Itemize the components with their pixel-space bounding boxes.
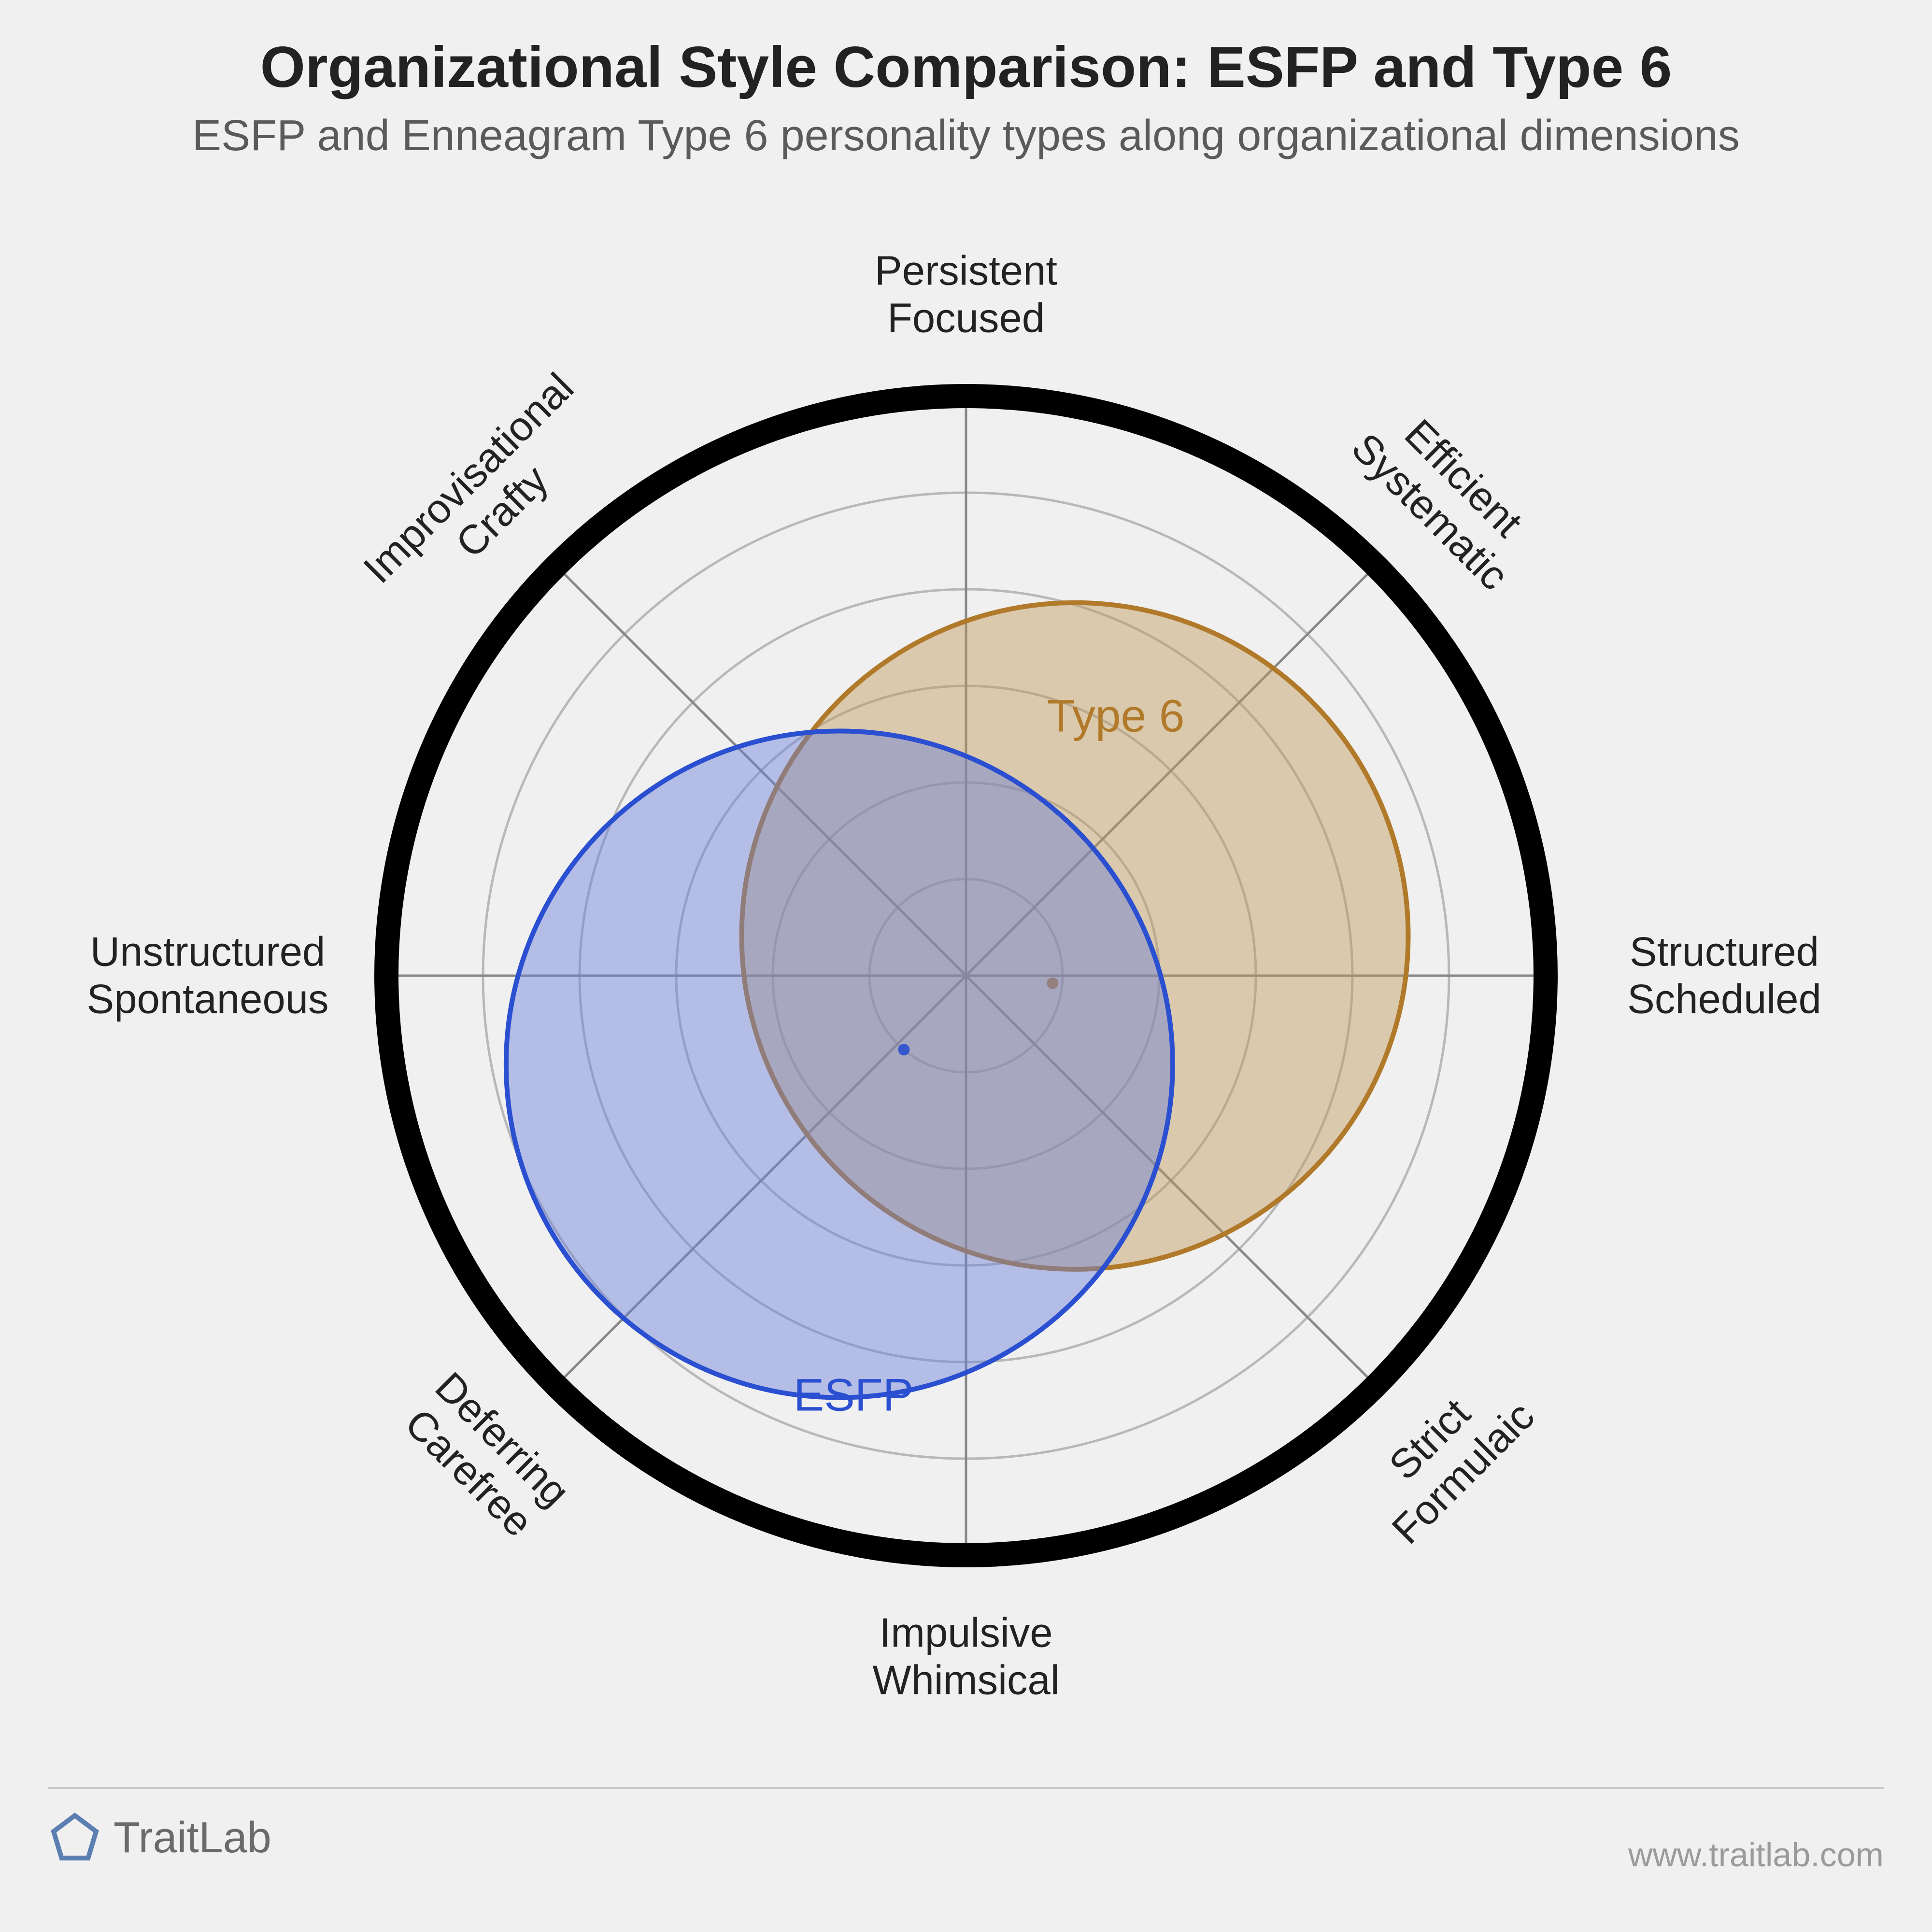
axis-label: Impulsive Whimsical [872, 1609, 1059, 1704]
footer-url: www.traitlab.com [1628, 1835, 1884, 1874]
chart-subtitle: ESFP and Enneagram Type 6 personality ty… [0, 111, 1932, 161]
axis-label: Unstructured Spontaneous [87, 928, 329, 1023]
axis-label: Structured Scheduled [1627, 928, 1821, 1023]
footer: TraitLab www.traitlab.com [48, 1811, 1884, 1884]
brand: TraitLab [48, 1811, 271, 1864]
series-circle-esfp [506, 731, 1173, 1398]
series-label-esfp: ESFP [794, 1369, 913, 1422]
brand-logo-icon [48, 1811, 101, 1864]
brand-text: TraitLab [114, 1813, 271, 1863]
radar-chart: Persistent FocusedEfficient SystematicSt… [0, 184, 1932, 1768]
series-dot-esfp [898, 1044, 909, 1055]
footer-divider [48, 1787, 1884, 1789]
chart-title: Organizational Style Comparison: ESFP an… [0, 34, 1932, 100]
series-label-type-6: Type 6 [1047, 690, 1184, 743]
chart-page: Organizational Style Comparison: ESFP an… [0, 0, 1932, 1932]
axis-label: Persistent Focused [875, 247, 1057, 342]
